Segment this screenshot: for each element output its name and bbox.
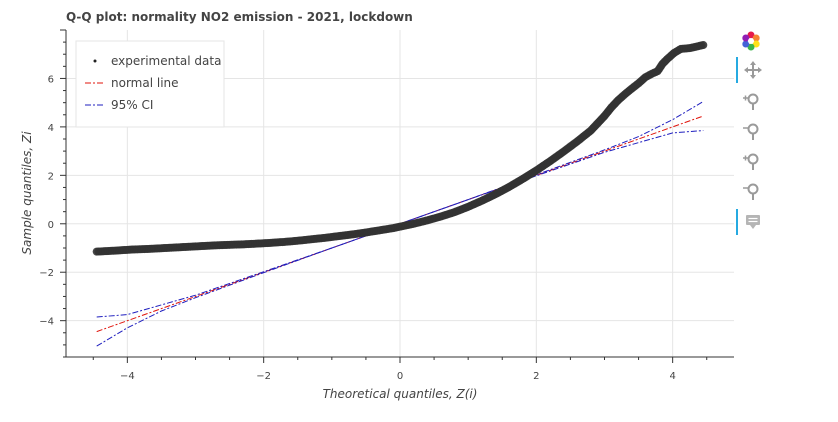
legend-marker: [93, 59, 97, 63]
chart-title: Q-Q plot: normality NO2 emission - 2021,…: [66, 10, 413, 24]
x-tick-label: −2: [256, 371, 271, 382]
y-tick-label: 4: [48, 123, 54, 134]
legend[interactable]: experimental data normal line 95% CI: [75, 40, 225, 128]
legend-item-label: normal line: [111, 76, 179, 90]
zoom-out-icon[interactable]: [736, 178, 766, 204]
experimental-points: [92, 41, 708, 256]
x-axis-label: Theoretical quantiles, Z(i): [323, 387, 478, 401]
pan-icon[interactable]: [736, 57, 768, 83]
zoom-out-icon[interactable]: [736, 118, 766, 144]
zoom-in-icon[interactable]: [736, 148, 766, 174]
y-tick-label: 0: [48, 220, 54, 231]
y-tick-label: −4: [39, 317, 54, 328]
y-tick-label: 2: [48, 171, 54, 182]
x-tick-label: −4: [120, 371, 135, 382]
legend-box: [75, 40, 225, 128]
x-tick-label: 0: [397, 371, 403, 382]
zoom-in-icon[interactable]: [736, 88, 766, 114]
legend-item-label: 95% CI: [111, 98, 153, 112]
legend-item-label: experimental data: [111, 54, 221, 68]
axes: −4 −2 0 2 4 −4 −2 0 2 4 6: [39, 29, 734, 382]
y-tick-label: −2: [39, 268, 54, 279]
y-axis-label: Sample quantiles, Zi: [20, 131, 34, 255]
hover-icon[interactable]: [736, 209, 768, 235]
x-tick-label: 2: [533, 371, 539, 382]
data-point: [699, 41, 708, 50]
bokeh-logo-icon[interactable]: [736, 28, 766, 54]
x-tick-label: 4: [669, 371, 675, 382]
y-tick-label: 6: [48, 74, 54, 85]
